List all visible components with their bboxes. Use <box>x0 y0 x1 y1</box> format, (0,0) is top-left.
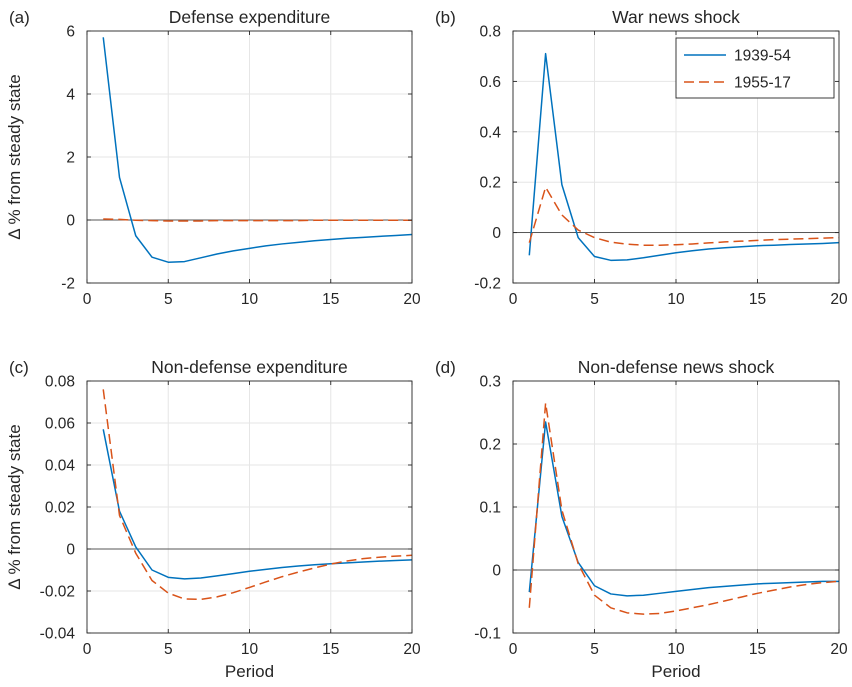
x-tick-label: 5 <box>164 641 173 658</box>
y-tick-label: 0.04 <box>45 458 76 475</box>
panel-label: (a) <box>9 8 30 27</box>
x-axis-label: Period <box>651 662 700 681</box>
y-tick-label: 0 <box>492 225 501 242</box>
x-tick-label: 20 <box>830 641 848 658</box>
y-tick-label: -0.1 <box>474 626 501 643</box>
y-tick-label: 0.8 <box>479 24 501 41</box>
x-tick-label: 20 <box>830 291 848 308</box>
x-tick-label: 5 <box>590 641 599 658</box>
y-tick-label: 0 <box>492 563 501 580</box>
legend-box <box>675 37 835 99</box>
y-tick-label: 0.6 <box>479 74 501 91</box>
legend-entry: 1955-17 <box>734 75 791 92</box>
y-tick-label: 4 <box>66 87 75 104</box>
chart-title: Defense expenditure <box>169 7 331 27</box>
y-tick-label: 0 <box>66 213 75 230</box>
x-tick-label: 20 <box>403 291 421 308</box>
y-tick-label: 0.02 <box>45 500 75 517</box>
x-tick-label: 5 <box>164 291 173 308</box>
chart-title: War news shock <box>612 7 740 27</box>
x-tick-label: 0 <box>83 641 92 658</box>
y-axis-label: Δ % from steady state <box>5 74 24 239</box>
y-tick-label: -0.2 <box>474 276 501 293</box>
series-line-1955-17 <box>528 402 840 615</box>
x-tick-label: 0 <box>509 291 518 308</box>
series-line-1955-17 <box>103 218 412 222</box>
x-tick-label: 20 <box>403 641 421 658</box>
series-line-1955-17 <box>528 186 840 246</box>
y-tick-label: 0.06 <box>45 416 75 433</box>
panel-label: (b) <box>435 8 456 27</box>
x-tick-label: 10 <box>667 291 685 308</box>
x-tick-label: 15 <box>322 291 339 308</box>
y-tick-label: 2 <box>66 150 75 167</box>
y-tick-label: 0.1 <box>479 500 501 517</box>
x-tick-label: 15 <box>749 291 766 308</box>
y-tick-label: -0.04 <box>40 626 76 643</box>
y-tick-label: -2 <box>61 276 75 293</box>
y-axis-label: Δ % from steady state <box>5 424 24 589</box>
y-tick-label: 0 <box>66 542 75 559</box>
panel-2: 0 5 10 15 20 -0.2 0 0.2 0.4 0.6 0.8 War news shock (… <box>435 7 848 308</box>
series-line-1939-54 <box>102 429 413 580</box>
legend: 1939-54 1955-17 <box>675 37 835 99</box>
x-tick-label: 0 <box>509 641 518 658</box>
x-axis-label: Period <box>225 662 274 681</box>
legend-entry: 1939-54 <box>734 48 791 65</box>
x-tick-label: 10 <box>241 291 259 308</box>
panel-label: (d) <box>435 358 456 377</box>
y-tick-label: 0.3 <box>479 374 501 391</box>
x-tick-label: 10 <box>241 641 259 658</box>
x-tick-label: 15 <box>322 641 339 658</box>
panel-1: 0 5 10 15 20 -2 0 2 4 6 Defense expenditure (a) Δ % … <box>5 7 421 308</box>
y-tick-label: 0.2 <box>479 437 501 454</box>
series-line-1939-54 <box>528 52 840 262</box>
chart-title: Non-defense news shock <box>578 357 775 377</box>
y-tick-label: 0.08 <box>45 374 75 391</box>
y-tick-label: 0.4 <box>479 124 501 141</box>
x-tick-label: 5 <box>590 291 599 308</box>
series-line-1939-54 <box>528 421 839 597</box>
y-tick-label: 6 <box>66 24 75 41</box>
x-tick-label: 15 <box>749 641 766 658</box>
chart-title: Non-defense expenditure <box>151 357 348 377</box>
series-line-1939-54 <box>102 37 413 263</box>
y-tick-label: 0.2 <box>479 175 501 192</box>
series-line-1955-17 <box>102 389 413 601</box>
x-tick-label: 10 <box>667 641 685 658</box>
y-tick-label: -0.02 <box>40 584 75 601</box>
panel-label: (c) <box>9 358 29 377</box>
panel-4: 0 5 10 15 20 -0.1 0 0.1 0.2 0.3 Non-defense news s… <box>435 357 848 681</box>
x-tick-label: 0 <box>83 291 92 308</box>
panel-3: 0 5 10 15 20 -0.04 -0.02 0 0.02 0.04 0.06 0.08 Non-d… <box>5 357 421 681</box>
